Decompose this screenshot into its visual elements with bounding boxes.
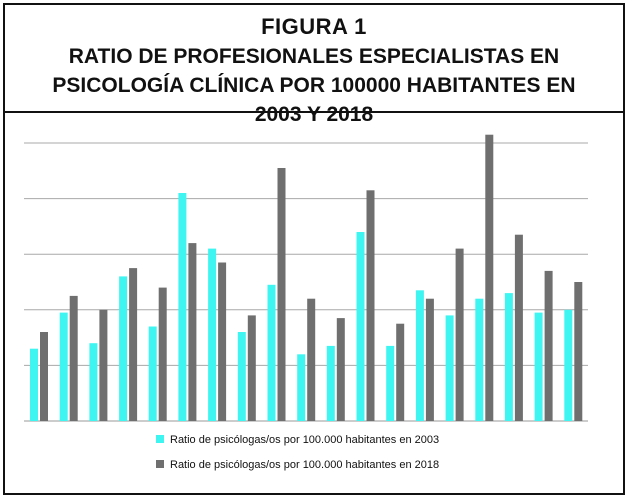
bar-2003-1: [30, 348, 38, 421]
bar-2003-7: [208, 248, 217, 421]
legend-swatch-2003: [156, 435, 164, 443]
bar-2018-14: [425, 298, 434, 421]
bar-2018-1: [40, 332, 48, 421]
figure-label: FIGURA 1: [261, 14, 367, 39]
bar-2003-12: [356, 232, 365, 421]
bar-2003-16: [475, 298, 484, 421]
bar-2018-5: [158, 287, 167, 421]
bar-2018-12: [366, 190, 375, 421]
bar-2003-5: [148, 326, 157, 421]
legend-swatch-2018: [156, 460, 164, 468]
bar-2018-16: [485, 134, 494, 421]
bar-2018-18: [544, 270, 553, 421]
bar-2018-2: [69, 295, 78, 421]
bar-2003-6: [178, 193, 187, 421]
bar-2018-17: [514, 234, 523, 421]
bar-2003-18: [534, 312, 543, 421]
bar-2018-3: [99, 309, 108, 421]
bar-2018-11: [336, 318, 345, 421]
legend-label-2018: Ratio de psicólogas/os por 100.000 habit…: [170, 459, 439, 471]
bar-2018-10: [307, 298, 316, 421]
bar-2018-8: [247, 315, 256, 421]
bar-2003-9: [267, 284, 276, 421]
bar-2003-14: [415, 290, 424, 421]
figure-header: FIGURA 1 RATIO DE PROFESIONALES ESPECIAL…: [5, 5, 623, 126]
legend-label-2003: Ratio de psicólogas/os por 100.000 habit…: [170, 434, 439, 446]
bar-2003-3: [89, 343, 98, 421]
bar-2003-10: [297, 354, 306, 421]
legend: Ratio de psicólogas/os por 100.000 habit…: [156, 434, 439, 471]
bar-2018-9: [277, 168, 286, 421]
bar-2018-13: [396, 323, 405, 421]
figure-title: RATIO DE PROFESIONALES ESPECIALISTAS EN …: [52, 45, 576, 126]
bar-2003-2: [59, 312, 68, 421]
bar-2003-15: [445, 315, 454, 421]
gridlines: [24, 142, 588, 422]
bar-2003-4: [119, 276, 128, 421]
bar-2018-6: [188, 243, 197, 421]
bar-2018-15: [455, 248, 464, 421]
bar-2018-7: [218, 262, 227, 421]
bar-2018-19: [574, 282, 583, 421]
bar-2003-8: [237, 332, 246, 421]
bars: [30, 134, 583, 421]
bar-2018-4: [129, 268, 138, 421]
bar-2003-11: [326, 345, 335, 421]
bar-2003-19: [564, 309, 573, 421]
bar-2003-17: [504, 293, 513, 421]
bar-2003-13: [386, 345, 395, 421]
